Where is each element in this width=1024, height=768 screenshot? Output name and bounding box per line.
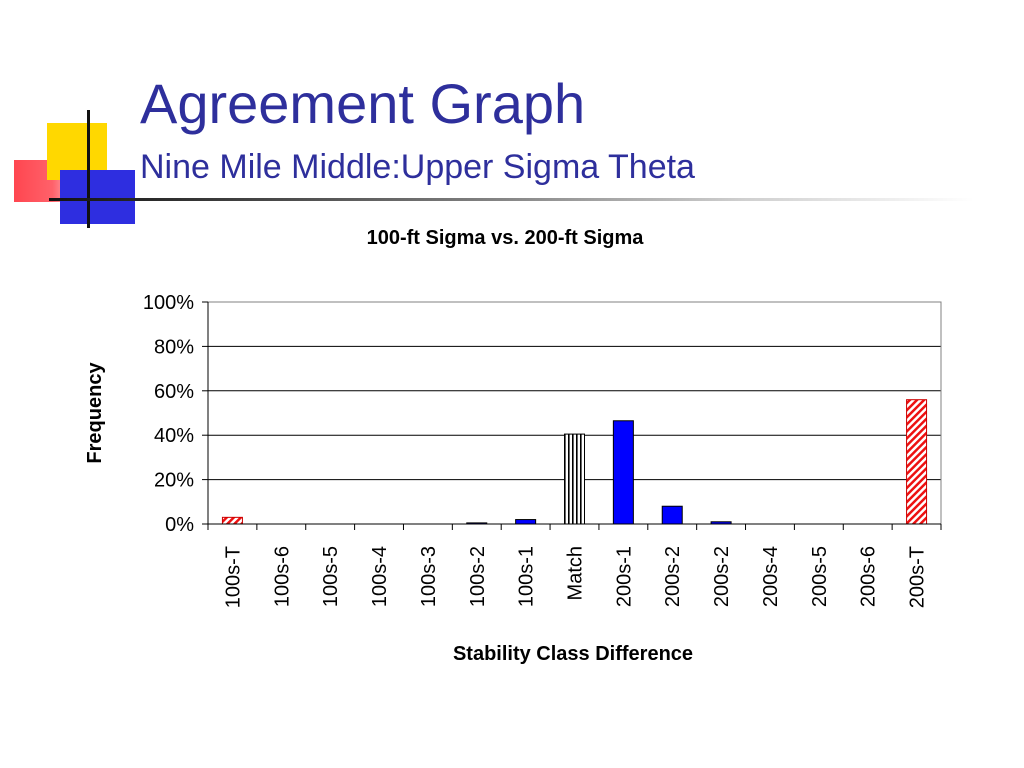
x-tick-label: 200s-T <box>907 546 929 608</box>
x-tick-label: 100s-3 <box>418 546 440 607</box>
x-tick-label: 200s-2 <box>711 546 733 607</box>
x-tick-label: 100s-6 <box>271 546 293 607</box>
bar-100s-t <box>221 516 243 525</box>
x-tick-label: Match <box>565 546 587 600</box>
x-tick-label: 200s-4 <box>760 546 782 607</box>
bar-200s-t <box>906 399 928 525</box>
slide-title: Agreement Graph <box>140 72 586 135</box>
bars <box>221 399 928 525</box>
y-tick-label: 60% <box>154 381 194 403</box>
x-tick-label: 100s-4 <box>369 546 391 607</box>
x-tick-label: 200s-5 <box>809 546 831 607</box>
x-tick-label: 100s-2 <box>467 546 489 607</box>
y-axis-label: Frequency <box>84 362 106 464</box>
x-tick-label: 100s-T <box>222 546 244 608</box>
title-decoration-blue-square <box>60 170 135 224</box>
slide-subtitle: Nine Mile Middle:Upper Sigma Theta <box>140 148 695 186</box>
bar-100s-1 <box>515 519 537 525</box>
title-underline-rule <box>49 198 974 201</box>
y-tick-label: 20% <box>154 470 194 492</box>
chart-title: 100-ft Sigma vs. 200-ft Sigma <box>367 227 645 249</box>
y-tick-label: 0% <box>165 514 194 536</box>
x-tick-label: 200s-2 <box>662 546 684 607</box>
bar-200s-1 <box>612 420 634 525</box>
bar-200s-2 <box>661 505 683 525</box>
y-tick-labels: 0% 20% 40% 60% 80% 100% <box>143 292 194 536</box>
x-tick-label: 100s-5 <box>320 546 342 607</box>
x-tick-labels: 100s-T 100s-6 100s-5 100s-4 100s-3 100s-2 100s… <box>222 546 928 608</box>
x-axis-label: Stability Class Difference <box>453 643 693 665</box>
axes <box>202 301 942 530</box>
y-tick-label: 80% <box>154 336 194 358</box>
title-decoration-vertical-line <box>87 110 90 228</box>
y-tick-label: 40% <box>154 425 194 447</box>
x-tick-label: 100s-1 <box>516 546 538 607</box>
x-tick-label: 200s-6 <box>858 546 880 607</box>
bar-match <box>564 433 585 525</box>
y-tick-label: 100% <box>143 292 194 314</box>
x-tick-label: 200s-1 <box>613 546 635 607</box>
